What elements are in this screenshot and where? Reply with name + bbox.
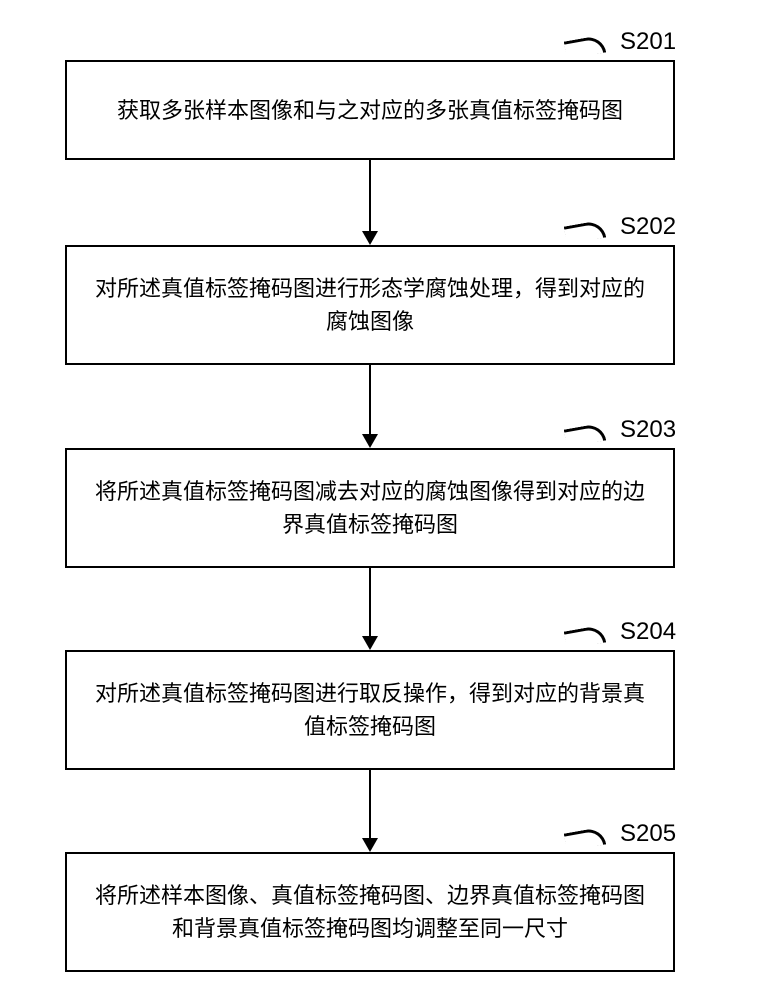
flow-node-n2: 对所述真值标签掩码图进行形态学腐蚀处理，得到对应的腐蚀图像: [65, 245, 675, 365]
connector-tick-icon: [564, 423, 607, 448]
arrow-head-icon: [362, 434, 378, 448]
connector-tick-icon: [564, 220, 607, 245]
step-label-s204: S204: [620, 618, 676, 646]
step-label-s201: S201: [620, 28, 676, 56]
connector-tick-icon: [564, 625, 607, 650]
arrow-head-icon: [362, 231, 378, 245]
arrow-line: [369, 365, 371, 434]
arrow-head-icon: [362, 838, 378, 852]
arrow-line: [369, 770, 371, 838]
flow-node-n5: 将所述样本图像、真值标签掩码图、边界真值标签掩码图和背景真值标签掩码图均调整至同…: [65, 852, 675, 972]
step-label-s205: S205: [620, 820, 676, 848]
flow-node-text: 对所述真值标签掩码图进行形态学腐蚀处理，得到对应的腐蚀图像: [87, 272, 653, 338]
connector-tick-icon: [564, 827, 607, 852]
flow-node-text: 将所述样本图像、真值标签掩码图、边界真值标签掩码图和背景真值标签掩码图均调整至同…: [87, 879, 653, 945]
connector-tick-icon: [564, 35, 607, 60]
arrow-line: [369, 568, 371, 636]
flow-node-n3: 将所述真值标签掩码图减去对应的腐蚀图像得到对应的边界真值标签掩码图: [65, 448, 675, 568]
flow-node-n1: 获取多张样本图像和与之对应的多张真值标签掩码图: [65, 60, 675, 160]
flow-node-text: 获取多张样本图像和与之对应的多张真值标签掩码图: [117, 94, 623, 127]
flow-node-text: 对所述真值标签掩码图进行取反操作，得到对应的背景真值标签掩码图: [87, 677, 653, 743]
arrow-line: [369, 160, 371, 231]
flow-node-n4: 对所述真值标签掩码图进行取反操作，得到对应的背景真值标签掩码图: [65, 650, 675, 770]
arrow-head-icon: [362, 636, 378, 650]
step-label-s203: S203: [620, 416, 676, 444]
flow-node-text: 将所述真值标签掩码图减去对应的腐蚀图像得到对应的边界真值标签掩码图: [87, 475, 653, 541]
step-label-s202: S202: [620, 213, 676, 241]
